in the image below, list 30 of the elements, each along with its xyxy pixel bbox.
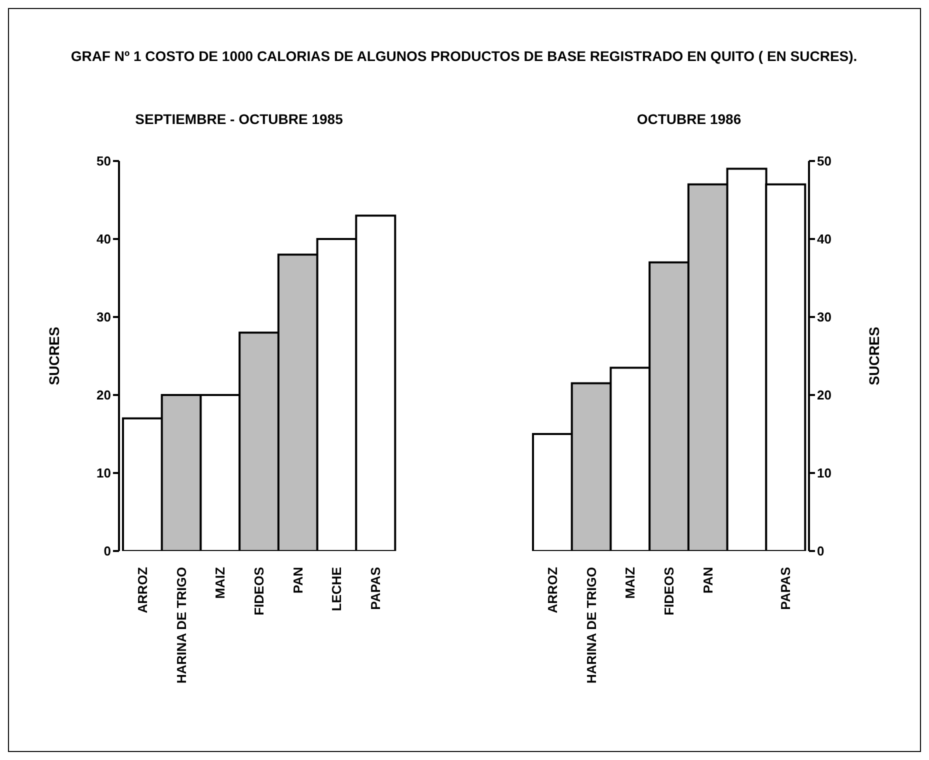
y2-tick-label: 0 (817, 544, 824, 559)
x-tick-label: ARROZ (544, 566, 560, 614)
x-tick-label: LECHE (329, 566, 344, 612)
y-tick-label: 30 (96, 310, 111, 325)
y-tick-label: 10 (96, 466, 111, 481)
y2-axis-title: SUCRES (866, 326, 882, 386)
x-tick-label: FIDEOS (662, 566, 676, 616)
chart-subtitle: SEPTIEMBRE - OCTUBRE 1985 (134, 111, 344, 129)
x-tick-label: PAPAS (778, 566, 794, 610)
x-tick-label: HARINA DE TRIGO (584, 567, 599, 684)
y-axis-title: SUCRES (46, 326, 62, 386)
y2-tick-label: 50 (817, 154, 832, 169)
y-tick-label: 40 (96, 232, 111, 247)
x-tick-label: MAIZ (622, 566, 638, 599)
x-tick-label: MAIZ (212, 566, 228, 599)
y-tick-label: 50 (96, 154, 111, 169)
x-tick-label: PAN (700, 567, 716, 594)
x-tick-label: HARINA DE TRIGO (174, 567, 189, 684)
text: GRAF Nº 1 COSTO DE 1000 CALORIAS DE ALGUNOS PRODUCTOS DE BASE REGISTRADO EN QUITO ( EN SUCRES). (70, 47, 858, 66)
y-tick-label: 20 (96, 388, 111, 403)
y2-tick-label: 20 (817, 388, 832, 403)
x-tick-label: ARROZ (134, 566, 150, 614)
y2-tick-label: 10 (817, 466, 832, 481)
y2-tick-label: 30 (817, 310, 832, 325)
y2-tick-label: 40 (817, 232, 832, 247)
chart-subtitle: OCTUBRE 1986 (636, 111, 742, 129)
x-tick-label: PAN (290, 567, 306, 594)
x-tick-label: PAPAS (368, 566, 384, 610)
y-tick-label: 0 (104, 544, 111, 559)
x-tick-label: FIDEOS (252, 566, 266, 616)
